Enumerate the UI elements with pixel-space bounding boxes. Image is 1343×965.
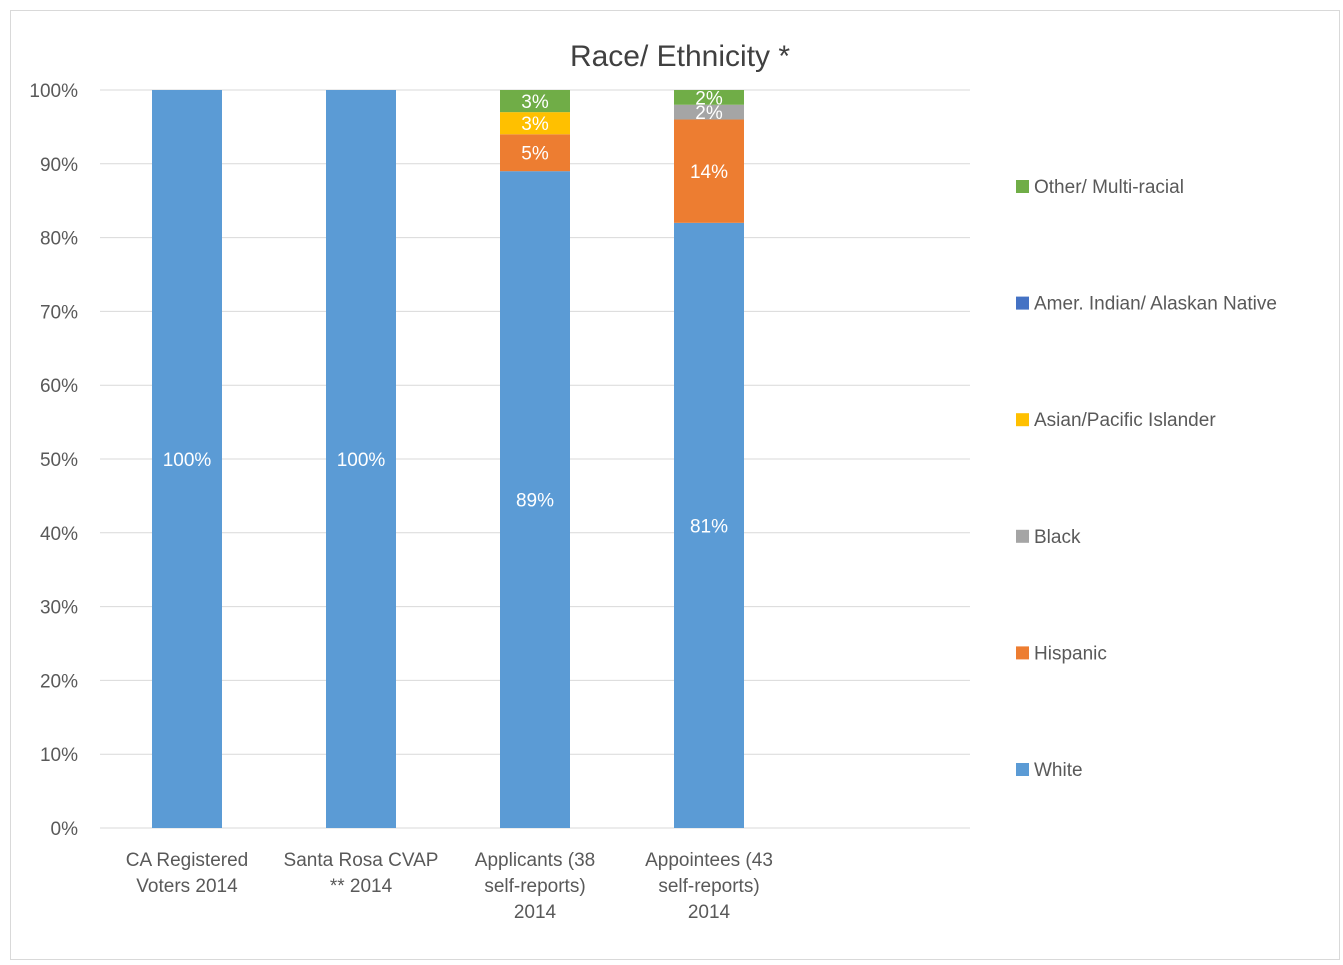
y-tick-label: 70% (40, 302, 78, 323)
data-label: 3% (521, 92, 549, 113)
bar-segment (674, 222, 744, 829)
bar-segment (500, 134, 570, 172)
legend-label: Asian/Pacific Islander (1034, 410, 1216, 431)
data-label: 2% (695, 88, 723, 109)
legend-swatch (1016, 763, 1029, 776)
data-label: 100% (337, 450, 386, 471)
legend-swatch (1016, 413, 1029, 427)
x-tick-label: Santa Rosa CVAP ** 2014 (284, 850, 439, 897)
legend-swatch (1016, 296, 1029, 310)
data-label: 89% (516, 491, 554, 512)
chart-title: Race/ Ethnicity * (570, 40, 790, 73)
data-label: 100% (163, 450, 212, 471)
y-tick-label: 60% (40, 376, 78, 397)
data-label: 2% (695, 103, 723, 124)
y-tick-label: 40% (40, 524, 78, 545)
bar-segment (674, 104, 744, 120)
data-label: 14% (690, 162, 728, 183)
y-tick-label: 10% (40, 745, 78, 766)
legend-label: White (1034, 760, 1083, 781)
legend-swatch (1016, 180, 1029, 193)
y-tick-label: 50% (40, 450, 78, 471)
data-label: 81% (690, 516, 728, 537)
x-tick-label: Appointees (43 self-reports) 2014 (645, 850, 773, 923)
bar-segment (326, 90, 396, 828)
legend: Other/ Multi-racial Amer. Indian/ Alaskan… (1016, 177, 1277, 781)
bar-segment (152, 90, 222, 828)
legend-swatch (1016, 529, 1029, 543)
x-tick-label: CA Registered Voters 2014 (126, 850, 249, 897)
legend-label: Amer. Indian/ Alaskan Native (1034, 294, 1277, 315)
legend-label: Other/ Multi-racial (1034, 177, 1184, 198)
legend-label: Hispanic (1034, 643, 1107, 664)
y-tick-label: 100% (29, 81, 78, 102)
bar-segment (500, 171, 570, 828)
bar-segment (674, 90, 744, 105)
bar-segment (500, 90, 570, 113)
x-axis: CA Registered Voters 2014 Santa Rosa CVAP *… (126, 850, 773, 923)
y-tick-label: 90% (40, 155, 78, 176)
y-axis: 0% 10% 20% 30% 40% 50% 60% 70% 80% 90% 100% (29, 81, 78, 840)
y-tick-label: 80% (40, 229, 78, 250)
y-tick-label: 20% (40, 671, 78, 692)
bar-segment (500, 112, 570, 135)
legend-swatch (1016, 646, 1029, 660)
bar-segment (674, 119, 744, 223)
data-label: 3% (521, 114, 549, 135)
x-tick-label: Applicants (38 self-reports) 2014 (475, 850, 595, 923)
bars: 100% 100% 89% 5% 3%3% 81% 14% 2%2% (152, 88, 744, 829)
data-label: 5% (521, 144, 549, 165)
legend-label: Black (1034, 527, 1081, 548)
y-tick-label: 0% (51, 819, 79, 840)
y-tick-label: 30% (40, 598, 78, 619)
